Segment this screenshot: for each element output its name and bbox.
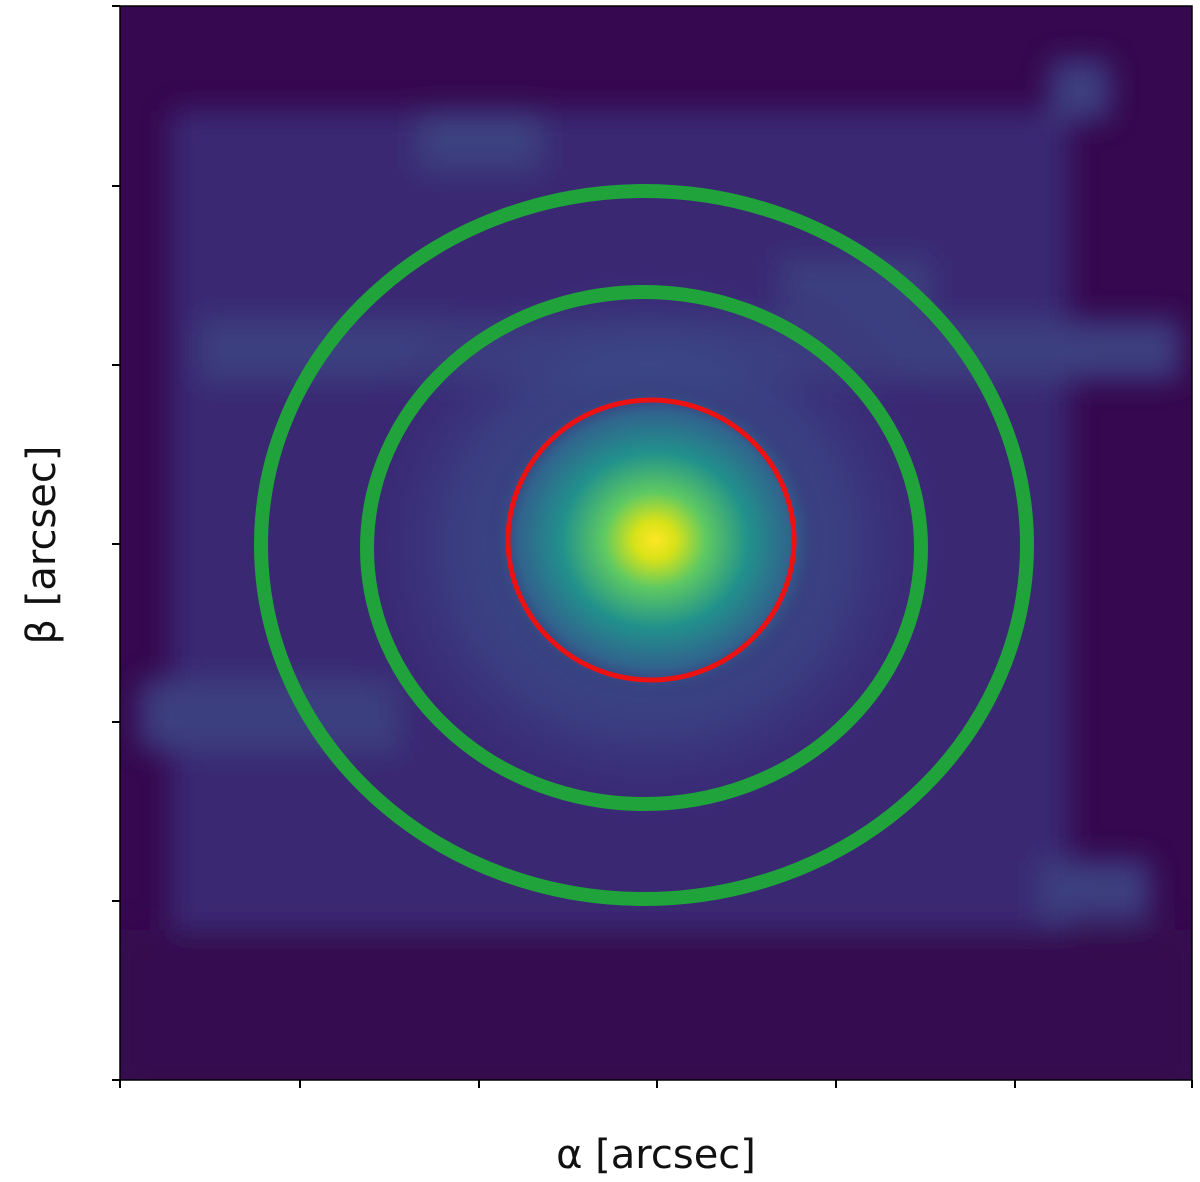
x-axis-label: α [arcsec] [556,1132,756,1178]
ticks [112,5,1193,1088]
inner-annulus [360,285,928,811]
y-axis-label: β [arcsec] [19,446,65,645]
outer-annulus [254,184,1034,906]
aperture [505,397,797,683]
